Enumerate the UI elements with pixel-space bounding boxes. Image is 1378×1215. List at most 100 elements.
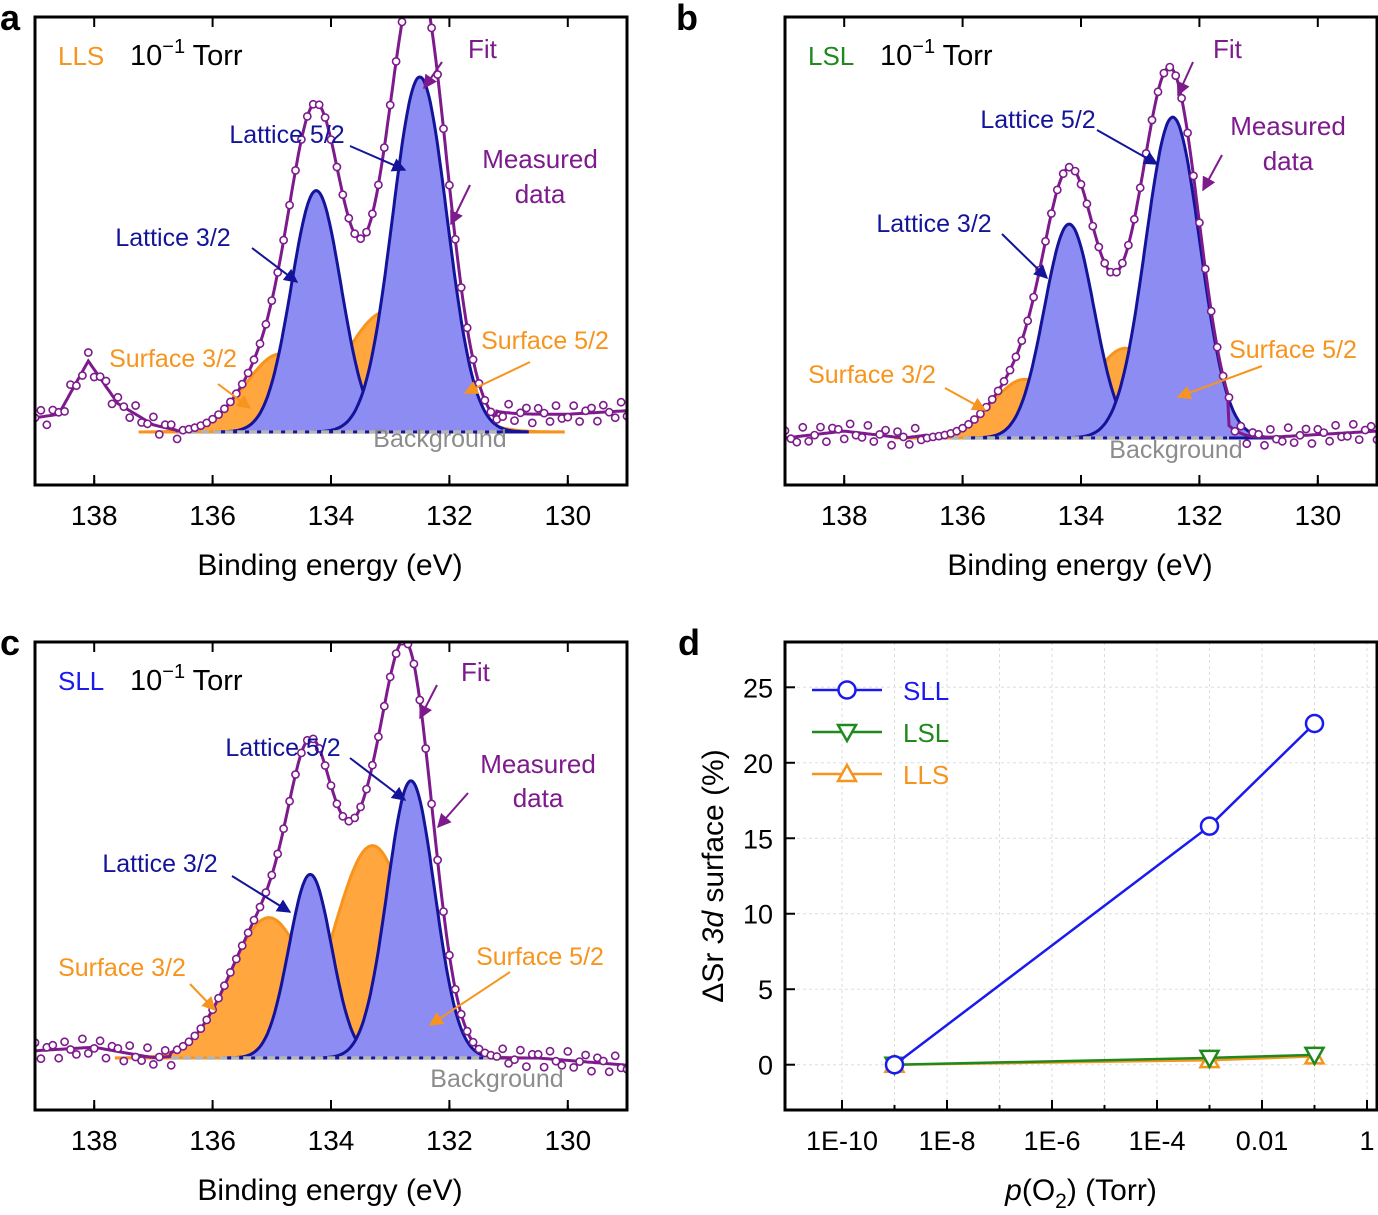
data-point	[326, 135, 336, 144]
component-peak-4	[1061, 115, 1282, 440]
measured-annotation-line1: Measured	[1230, 111, 1346, 141]
data-point	[166, 420, 176, 429]
surface-52-annotation: Surface 5/2	[1229, 336, 1357, 364]
data-point	[569, 1063, 579, 1072]
measured-annotation-line2: data	[1263, 146, 1314, 176]
lattice-32-arrow	[251, 247, 299, 283]
data-point	[1295, 430, 1305, 440]
measured-arrow	[1202, 154, 1223, 192]
data-point	[36, 1054, 46, 1064]
component-peak-4	[308, 75, 529, 434]
data-point	[804, 436, 814, 446]
y-axis-label-part: ΔSr	[697, 944, 730, 1002]
data-point	[231, 954, 241, 964]
data-point	[816, 422, 825, 432]
data-point	[1112, 267, 1121, 277]
plot-area	[35, 642, 627, 1077]
data-point	[1118, 258, 1127, 268]
data-point	[1070, 166, 1080, 176]
data-point	[1100, 258, 1110, 268]
panel-label: d	[678, 622, 700, 663]
pressure-base: 10	[130, 40, 162, 72]
data-point	[987, 394, 997, 404]
fit-arrow	[1176, 61, 1194, 97]
data-point	[166, 1060, 176, 1070]
data-point	[587, 1066, 596, 1076]
data-point	[604, 407, 614, 417]
data-point	[1301, 424, 1311, 434]
data-point	[516, 408, 525, 418]
data-point	[993, 386, 1003, 396]
data-point	[1242, 439, 1252, 449]
surface-32-annotation: Surface 3/2	[808, 361, 936, 389]
data-point	[154, 429, 164, 439]
data-point	[137, 1056, 146, 1065]
data-point	[492, 1052, 502, 1061]
data-point	[373, 180, 383, 190]
x-axis-label: Binding energy (eV)	[947, 549, 1212, 582]
data-point	[95, 372, 105, 381]
data-point	[356, 802, 365, 812]
data-point	[468, 1037, 478, 1047]
data-point	[604, 1067, 614, 1077]
component-peak-4	[314, 779, 506, 1060]
data-point	[160, 1046, 170, 1055]
x-tick-label: 134	[1058, 500, 1105, 531]
data-point	[1165, 62, 1175, 72]
data-point	[184, 1037, 194, 1047]
data-point	[1206, 306, 1216, 316]
lattice-52-annotation: Lattice 5/2	[229, 121, 344, 149]
y-axis-label-part: surface (%)	[697, 749, 730, 911]
data-point	[839, 434, 849, 444]
data-point	[527, 418, 537, 428]
data-point	[119, 1056, 129, 1066]
pressure-unit: Torr	[185, 40, 243, 72]
data-point	[964, 419, 973, 429]
data-point	[1052, 185, 1062, 195]
data-point	[1153, 87, 1163, 97]
x-tick-label: 1	[1359, 1126, 1374, 1156]
pressure-label: 10−1 Torr	[880, 36, 993, 72]
data-point-SLL	[1199, 816, 1220, 836]
data-point	[581, 1050, 590, 1060]
data-point	[1260, 440, 1269, 450]
data-point	[1177, 93, 1186, 103]
data-point	[385, 100, 395, 110]
data-point	[101, 376, 111, 386]
grid	[785, 642, 1377, 1110]
data-point	[409, 659, 419, 669]
data-point	[225, 397, 235, 407]
data-point	[545, 417, 555, 426]
data-point	[344, 213, 354, 223]
data-point	[66, 1045, 75, 1054]
data-point	[480, 395, 490, 405]
data-point	[131, 401, 140, 410]
data-point	[291, 165, 300, 175]
data-point	[1124, 240, 1133, 250]
data-point	[498, 412, 508, 421]
data-point	[1135, 183, 1145, 193]
data-point	[1348, 419, 1358, 429]
data-point	[143, 1043, 152, 1053]
measured-annotation-line1: Measured	[482, 144, 598, 174]
data-point	[598, 1056, 608, 1066]
data-point-SLL	[884, 1054, 905, 1075]
y-tick-label: 15	[743, 824, 773, 854]
data-point	[533, 403, 543, 413]
y-tick-label: 20	[743, 749, 773, 779]
data-point	[575, 1057, 584, 1066]
data-point	[279, 824, 288, 834]
data-point	[899, 432, 908, 442]
data-point	[362, 784, 371, 794]
data-point	[148, 412, 158, 422]
data-point	[208, 414, 217, 424]
data-point	[845, 419, 855, 429]
data-point	[557, 1060, 567, 1070]
lattice-32-arrow	[1001, 233, 1049, 279]
data-point	[875, 429, 885, 439]
data-point	[1064, 162, 1074, 172]
x-tick-label: 1E-6	[1023, 1126, 1080, 1156]
panel-label: c	[0, 622, 20, 663]
data-point	[314, 100, 324, 110]
